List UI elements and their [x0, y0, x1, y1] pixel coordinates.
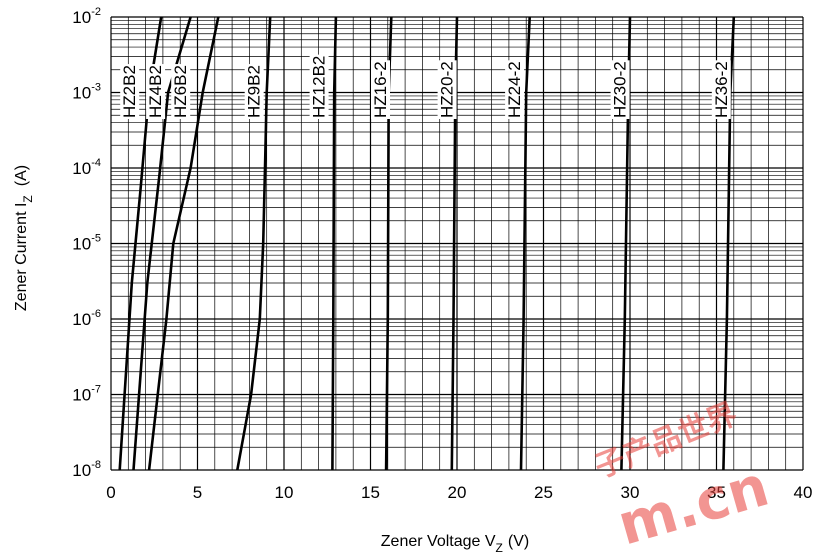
- curve-label-hz24-2: HZ24-2: [505, 61, 524, 118]
- x-tick-label: 30: [621, 483, 640, 502]
- curve-label-group: HZ16-2: [371, 60, 390, 119]
- curve-label-group: HZ4B2: [146, 64, 166, 119]
- y-tick-label: 10-5: [72, 233, 101, 254]
- curve-label-hz20-2: HZ20-2: [438, 61, 457, 118]
- curve-label-backing: [711, 60, 731, 119]
- y-axis-title: Zener Current IZ(A): [13, 165, 35, 311]
- series-hz36-2-line: [722, 16, 736, 471]
- curve-label-group: HZ36-2: [711, 60, 731, 119]
- curve-label-backing: [309, 54, 329, 119]
- x-tick-label: 0: [106, 483, 115, 502]
- y-tick-label: 10-7: [72, 384, 101, 405]
- grid: [110, 16, 804, 471]
- y-tick-label: 10-4: [72, 157, 101, 178]
- curve-label-group: HZ24-2: [505, 60, 525, 119]
- curve-label-group: HZ9B2: [244, 64, 264, 119]
- watermark: 子产品世界 m.cn: [590, 397, 776, 558]
- curve-label-hz2b2: HZ2B2: [120, 65, 139, 118]
- curve-label-backing: [505, 60, 525, 119]
- curve-label-group: HZ2B2: [120, 64, 140, 119]
- curve-label-backing: [610, 60, 630, 119]
- curve-label-group: HZ12B2: [309, 54, 329, 119]
- x-tick-label: 35: [707, 483, 726, 502]
- y-tick-label: 10-8: [72, 459, 101, 480]
- tick-labels: 0 5 10 15 20 25 30 35 40 10-2 10-3 10-4 10-5 10-6 10-7…: [72, 6, 812, 502]
- x-tick-label: 20: [448, 483, 467, 502]
- curve-label-backing: [371, 60, 390, 119]
- curve-label-backing: [120, 64, 140, 119]
- x-tick-label: 15: [361, 483, 380, 502]
- curve-label-backing: [437, 60, 457, 119]
- series-hz6b2-line: [147, 16, 220, 471]
- curve-label-hz6b2: HZ6B2: [171, 65, 190, 118]
- x-tick-label: 5: [193, 483, 202, 502]
- curve-label-hz30-2: HZ30-2: [611, 61, 630, 118]
- curve-label-group: HZ20-2: [437, 60, 457, 119]
- series-hz20-2-line: [450, 16, 459, 471]
- curve-label-group: HZ30-2: [610, 60, 630, 119]
- x-tick-label: 25: [534, 483, 553, 502]
- curve-label-hz36-2: HZ36-2: [712, 61, 731, 118]
- curve-label-hz9b2: HZ9B2: [245, 65, 264, 118]
- curve-labels: HZ2B2 HZ4B2 HZ6B2 HZ9B2 HZ12B2 HZ16-2 HZ20-2 HZ…: [120, 54, 731, 119]
- curve-label-group: HZ6B2: [171, 64, 191, 119]
- curve-label-backing: [244, 64, 264, 119]
- curve-label-backing: [146, 64, 166, 119]
- x-tick-label: 40: [794, 483, 813, 502]
- curve-label-hz4b2: HZ4B2: [146, 65, 165, 118]
- series-hz12b2-line: [331, 16, 338, 471]
- y-tick-label: 10-3: [72, 82, 101, 103]
- curve-label-hz16-2: HZ16-2: [371, 61, 390, 118]
- y-tick-label: 10-2: [72, 6, 101, 27]
- series-hz24-2-line: [519, 16, 531, 471]
- series-hz9b2-line: [236, 16, 272, 471]
- series-hz30-2-line: [620, 16, 632, 471]
- x-axis-title: Zener Voltage VZ (V): [381, 533, 529, 555]
- y-tick-label: 10-6: [72, 308, 101, 329]
- curve-label-hz12b2: HZ12B2: [310, 56, 329, 118]
- x-tick-label: 10: [275, 483, 294, 502]
- curve-label-backing: [171, 64, 191, 119]
- series-hz16-2-line: [384, 16, 393, 471]
